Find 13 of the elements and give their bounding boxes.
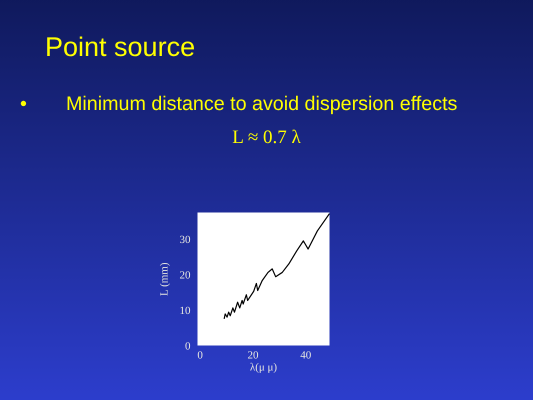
y-tick-label: 10: [180, 305, 191, 318]
x-tick-label: 40: [300, 350, 312, 362]
y-tick-label: 0: [185, 340, 191, 352]
y-axis-title: L (mm): [158, 262, 170, 296]
chart-title: Point source: [45, 31, 196, 64]
line-series: [224, 212, 330, 320]
x-axis-title: λ(μ μ): [250, 362, 278, 374]
chart-subtitle: • Minimum distance to avoid dispersion effects: [20, 92, 458, 117]
x-tick-label: 20: [247, 350, 259, 362]
y-tick-label: 20: [180, 270, 191, 282]
text: L ≈ 0.7 λ: [231, 126, 302, 150]
y-tick-label: 30: [180, 234, 191, 246]
x-tick-label: 0: [197, 350, 204, 362]
